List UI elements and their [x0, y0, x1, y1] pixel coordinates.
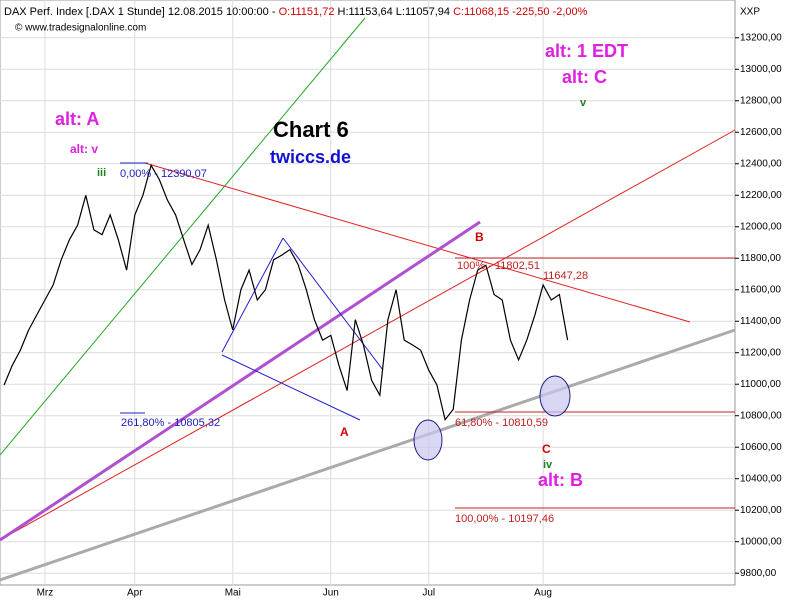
- annotation: B: [475, 230, 484, 244]
- y-tick-label: 12400,00: [740, 158, 782, 169]
- annotation: alt: B: [538, 470, 583, 490]
- price-line: [3, 163, 569, 422]
- header-part: C:11068,15 -225,50 -2,00%: [453, 6, 588, 18]
- y-tick-label: 13000,00: [740, 64, 782, 75]
- trend-line: [221, 354, 361, 421]
- y-tick-label: 12600,00: [740, 127, 782, 138]
- y-tick-label: 10600,00: [740, 442, 782, 453]
- trend-line: [0, 129, 736, 541]
- trend-line: [144, 162, 691, 323]
- annotation: 261,80% - 10805,32: [121, 417, 220, 429]
- y-tick-label: 10000,00: [740, 536, 782, 547]
- y-tick-label: 10400,00: [740, 473, 782, 484]
- y-tick-label: 12000,00: [740, 221, 782, 232]
- x-tick-label: Aug: [534, 588, 552, 599]
- annotation: iii: [97, 167, 106, 179]
- x-tick-label: Mai: [225, 588, 241, 599]
- y-tick-label: 11600,00: [740, 284, 781, 295]
- annotation: 100,00% - 10197,46: [455, 513, 554, 525]
- trend-line: [282, 237, 384, 371]
- axis-label: XXP: [740, 7, 760, 18]
- y-tick-label: 9800,00: [740, 568, 777, 579]
- x-tick-label: Jul: [422, 588, 435, 599]
- annotation: 100% - 11802,51: [457, 260, 540, 272]
- annotation: 0,00% - 12390,07: [120, 168, 207, 180]
- y-tick-label: 11800,00: [740, 253, 781, 264]
- y-tick-label: 10800,00: [740, 410, 782, 421]
- x-tick-label: Mrz: [37, 588, 54, 599]
- header-part: O:11151,72: [279, 6, 335, 18]
- trend-line: [221, 237, 284, 353]
- y-tick-label: 13200,00: [740, 32, 782, 43]
- y-tick-label: 12200,00: [740, 190, 782, 201]
- annotation: Chart 6: [273, 117, 349, 142]
- annotation: A: [340, 425, 349, 439]
- annotation: 11647,28: [543, 270, 588, 282]
- header-part: DAX Perf. Index [.DAX 1 Stunde] 12.08.20…: [4, 6, 276, 18]
- annotation: iv: [543, 459, 553, 471]
- y-tick-label: 11000,00: [740, 379, 781, 390]
- y-tick-label: 11400,00: [740, 316, 781, 327]
- annotation: alt: v: [70, 142, 98, 156]
- y-tick-label: 10200,00: [740, 505, 782, 516]
- plot-area: [0, 0, 736, 586]
- trend-line: [0, 328, 736, 582]
- source: © www.tradesignalonline.com: [15, 23, 146, 34]
- annotation: 61,80% - 10810,59: [455, 417, 548, 429]
- ellipse: [539, 375, 571, 417]
- x-tick-label: Apr: [127, 588, 143, 599]
- header-part: H:11153,64 L:11057,94: [338, 6, 451, 18]
- annotation: twiccs.de: [270, 147, 351, 167]
- header: DAX Perf. Index [.DAX 1 Stunde] 12.08.20…: [4, 6, 588, 18]
- y-tick-label: 12800,00: [740, 95, 782, 106]
- trend-line: [0, 220, 481, 542]
- annotation: C: [542, 442, 551, 456]
- annotation: alt: C: [562, 67, 607, 87]
- ellipse: [413, 419, 443, 461]
- annotation: v: [580, 97, 587, 109]
- annotation: alt: A: [55, 109, 99, 129]
- y-tick-label: 11200,00: [740, 347, 781, 358]
- annotation: alt: 1 EDT: [545, 41, 628, 61]
- x-tick-label: Jun: [323, 588, 339, 599]
